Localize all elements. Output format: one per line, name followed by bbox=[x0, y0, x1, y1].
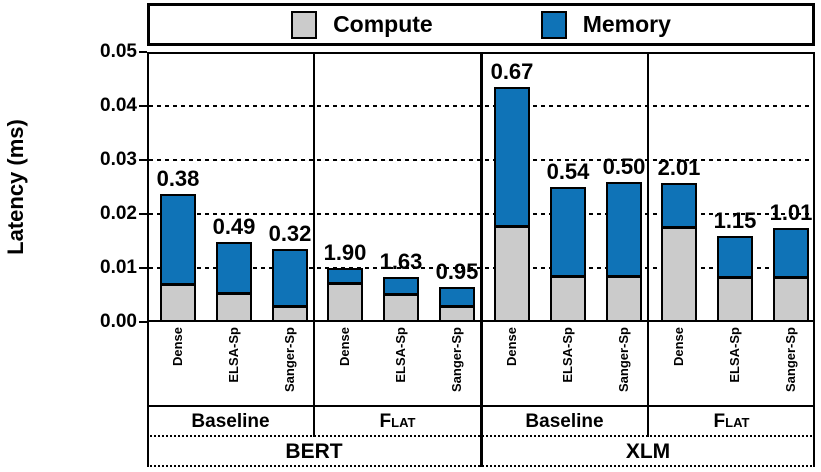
category-label-ELSA-Sp: ELSA-Sp bbox=[560, 327, 575, 383]
setting-label-Flat: Flat bbox=[379, 411, 416, 432]
memory-segment bbox=[552, 189, 584, 278]
bar-BERT-Baseline-ELSA-Sp bbox=[216, 242, 252, 322]
y-tick-mark-0.03 bbox=[139, 159, 147, 161]
bar-BERT-Flat-ELSA-Sp bbox=[383, 277, 419, 322]
legend-item-compute: Compute bbox=[291, 10, 433, 39]
compute-segment bbox=[162, 286, 194, 320]
y-tick-label-0.02: 0.02 bbox=[100, 203, 137, 224]
bar-annotation: 2.01 bbox=[657, 155, 701, 180]
setting-divider bbox=[647, 52, 649, 437]
bar-BERT-Baseline-Sanger-Sp bbox=[272, 249, 308, 322]
compute-segment bbox=[218, 295, 250, 320]
category-label-ELSA-Sp: ELSA-Sp bbox=[393, 327, 408, 383]
y-tick-mark-0.04 bbox=[139, 105, 147, 107]
bar-annotation: 0.32 bbox=[268, 221, 312, 246]
y-tick-label-0.05: 0.05 bbox=[100, 41, 137, 62]
compute-segment bbox=[441, 308, 473, 320]
bar-XLM-Flat-Dense bbox=[661, 183, 697, 322]
y-axis-title: Latency (ms) bbox=[3, 119, 28, 255]
bar-annotation: 0.95 bbox=[435, 259, 479, 284]
memory-swatch-icon bbox=[540, 10, 567, 39]
setting-label-Baseline: Baseline bbox=[525, 411, 604, 432]
memory-segment bbox=[274, 251, 306, 308]
y-tick-label-0.03: 0.03 bbox=[100, 149, 137, 170]
model-label-XLM: XLM bbox=[625, 440, 671, 463]
memory-segment bbox=[608, 184, 640, 278]
category-label-Dense: Dense bbox=[170, 327, 185, 367]
y-tick-mark-0.01 bbox=[139, 267, 147, 269]
memory-segment bbox=[663, 185, 695, 229]
memory-segment bbox=[329, 270, 361, 285]
bar-BERT-Flat-Sanger-Sp bbox=[439, 287, 475, 322]
y-tick-mark-0.00 bbox=[139, 321, 147, 323]
bar-BERT-Flat-Dense bbox=[327, 268, 363, 322]
compute-segment bbox=[775, 279, 807, 320]
category-label-Sanger-Sp: Sanger-Sp bbox=[783, 327, 798, 393]
setting-divider bbox=[313, 52, 315, 437]
compute-swatch-icon bbox=[291, 10, 318, 39]
category-label-Sanger-Sp: Sanger-Sp bbox=[616, 327, 631, 393]
y-tick-label-0.00: 0.00 bbox=[100, 311, 137, 332]
bar-annotation: 1.63 bbox=[379, 249, 423, 274]
category-label-Dense: Dense bbox=[671, 327, 686, 367]
compute-segment bbox=[385, 296, 417, 320]
category-label-ELSA-Sp: ELSA-Sp bbox=[226, 327, 241, 383]
legend-label-compute: Compute bbox=[333, 11, 433, 37]
legend: Compute Memory bbox=[147, 3, 815, 46]
bar-XLM-Flat-ELSA-Sp bbox=[717, 236, 753, 322]
compute-segment bbox=[608, 278, 640, 320]
y-tick-label-0.01: 0.01 bbox=[100, 257, 137, 278]
compute-segment bbox=[329, 285, 361, 320]
setting-label-Baseline: Baseline bbox=[191, 411, 270, 432]
bar-annotation: 0.38 bbox=[156, 166, 200, 191]
compute-segment bbox=[719, 279, 751, 320]
setting-label-Flat: Flat bbox=[713, 411, 750, 432]
compute-segment bbox=[663, 229, 695, 320]
bar-annotation: 0.49 bbox=[212, 214, 256, 239]
category-label-Sanger-Sp: Sanger-Sp bbox=[449, 327, 464, 393]
model-divider bbox=[479, 52, 483, 467]
compute-segment bbox=[496, 228, 528, 320]
bar-annotation: 0.50 bbox=[602, 154, 646, 179]
memory-segment bbox=[719, 238, 751, 279]
category-label-Dense: Dense bbox=[504, 327, 519, 367]
model-label-BERT: BERT bbox=[285, 440, 343, 463]
category-label-ELSA-Sp: ELSA-Sp bbox=[727, 327, 742, 383]
legend-label-memory: Memory bbox=[582, 11, 671, 37]
bar-XLM-Baseline-Sanger-Sp bbox=[606, 182, 642, 322]
bar-BERT-Baseline-Dense bbox=[160, 194, 196, 322]
memory-segment bbox=[775, 230, 807, 279]
y-tick-mark-0.02 bbox=[139, 213, 147, 215]
bar-annotation: 1.01 bbox=[769, 200, 813, 225]
bar-annotation: 1.90 bbox=[323, 240, 367, 265]
y-tick-mark-0.05 bbox=[139, 51, 147, 53]
category-label-Sanger-Sp: Sanger-Sp bbox=[282, 327, 297, 393]
bar-XLM-Baseline-ELSA-Sp bbox=[550, 187, 586, 322]
memory-segment bbox=[385, 279, 417, 296]
y-tick-label-0.04: 0.04 bbox=[100, 95, 137, 116]
memory-segment bbox=[162, 196, 194, 286]
bar-XLM-Baseline-Dense bbox=[494, 87, 530, 322]
memory-segment bbox=[218, 244, 250, 295]
category-label-Dense: Dense bbox=[337, 327, 352, 367]
bar-annotation: 0.54 bbox=[546, 159, 590, 184]
bar-annotation: 0.67 bbox=[490, 59, 534, 84]
memory-segment bbox=[496, 89, 528, 228]
compute-segment bbox=[552, 278, 584, 320]
bar-XLM-Flat-Sanger-Sp bbox=[773, 228, 809, 322]
memory-segment bbox=[441, 289, 473, 308]
legend-item-memory: Memory bbox=[540, 10, 671, 39]
compute-segment bbox=[274, 308, 306, 320]
bar-annotation: 1.15 bbox=[713, 208, 757, 233]
